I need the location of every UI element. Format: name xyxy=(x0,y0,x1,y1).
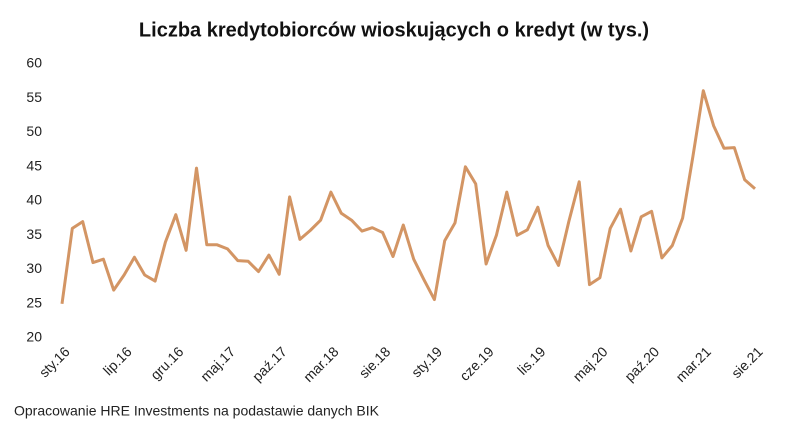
y-tick-label: 35 xyxy=(26,226,42,242)
x-tick-label: gru.16 xyxy=(147,343,187,383)
y-tick-label: 20 xyxy=(26,329,42,345)
y-tick-label: 30 xyxy=(26,260,42,276)
y-tick-label: 45 xyxy=(26,157,42,173)
x-tick-label: maj.20 xyxy=(570,343,611,384)
y-tick-label: 25 xyxy=(26,294,42,310)
x-tick-label: mar.18 xyxy=(300,343,342,385)
y-tick-label: 40 xyxy=(26,192,42,208)
x-tick-label: sie.21 xyxy=(728,343,766,381)
y-tick-label: 50 xyxy=(26,123,42,139)
x-tick-label: cze.19 xyxy=(456,343,497,384)
source-note: Opracowanie HRE Investments na podastawi… xyxy=(14,403,380,419)
x-tick-label: paź.20 xyxy=(621,343,662,384)
x-tick-label: mar.21 xyxy=(672,343,714,385)
x-tick-label: paź.17 xyxy=(249,343,290,384)
data-line xyxy=(60,89,756,305)
chart-title: Liczba kredytobiorców wioskujących o kre… xyxy=(139,19,649,41)
x-tick-label: lip.16 xyxy=(100,343,135,378)
x-tick-label: sty.19 xyxy=(408,343,445,380)
y-tick-label: 60 xyxy=(26,55,42,71)
x-tick-label: maj.17 xyxy=(197,343,238,384)
y-tick-label: 55 xyxy=(26,89,42,105)
x-tick-label: sie.18 xyxy=(356,343,394,381)
x-tick-label: lis.19 xyxy=(514,343,549,378)
x-tick-label: sty.16 xyxy=(36,343,73,380)
